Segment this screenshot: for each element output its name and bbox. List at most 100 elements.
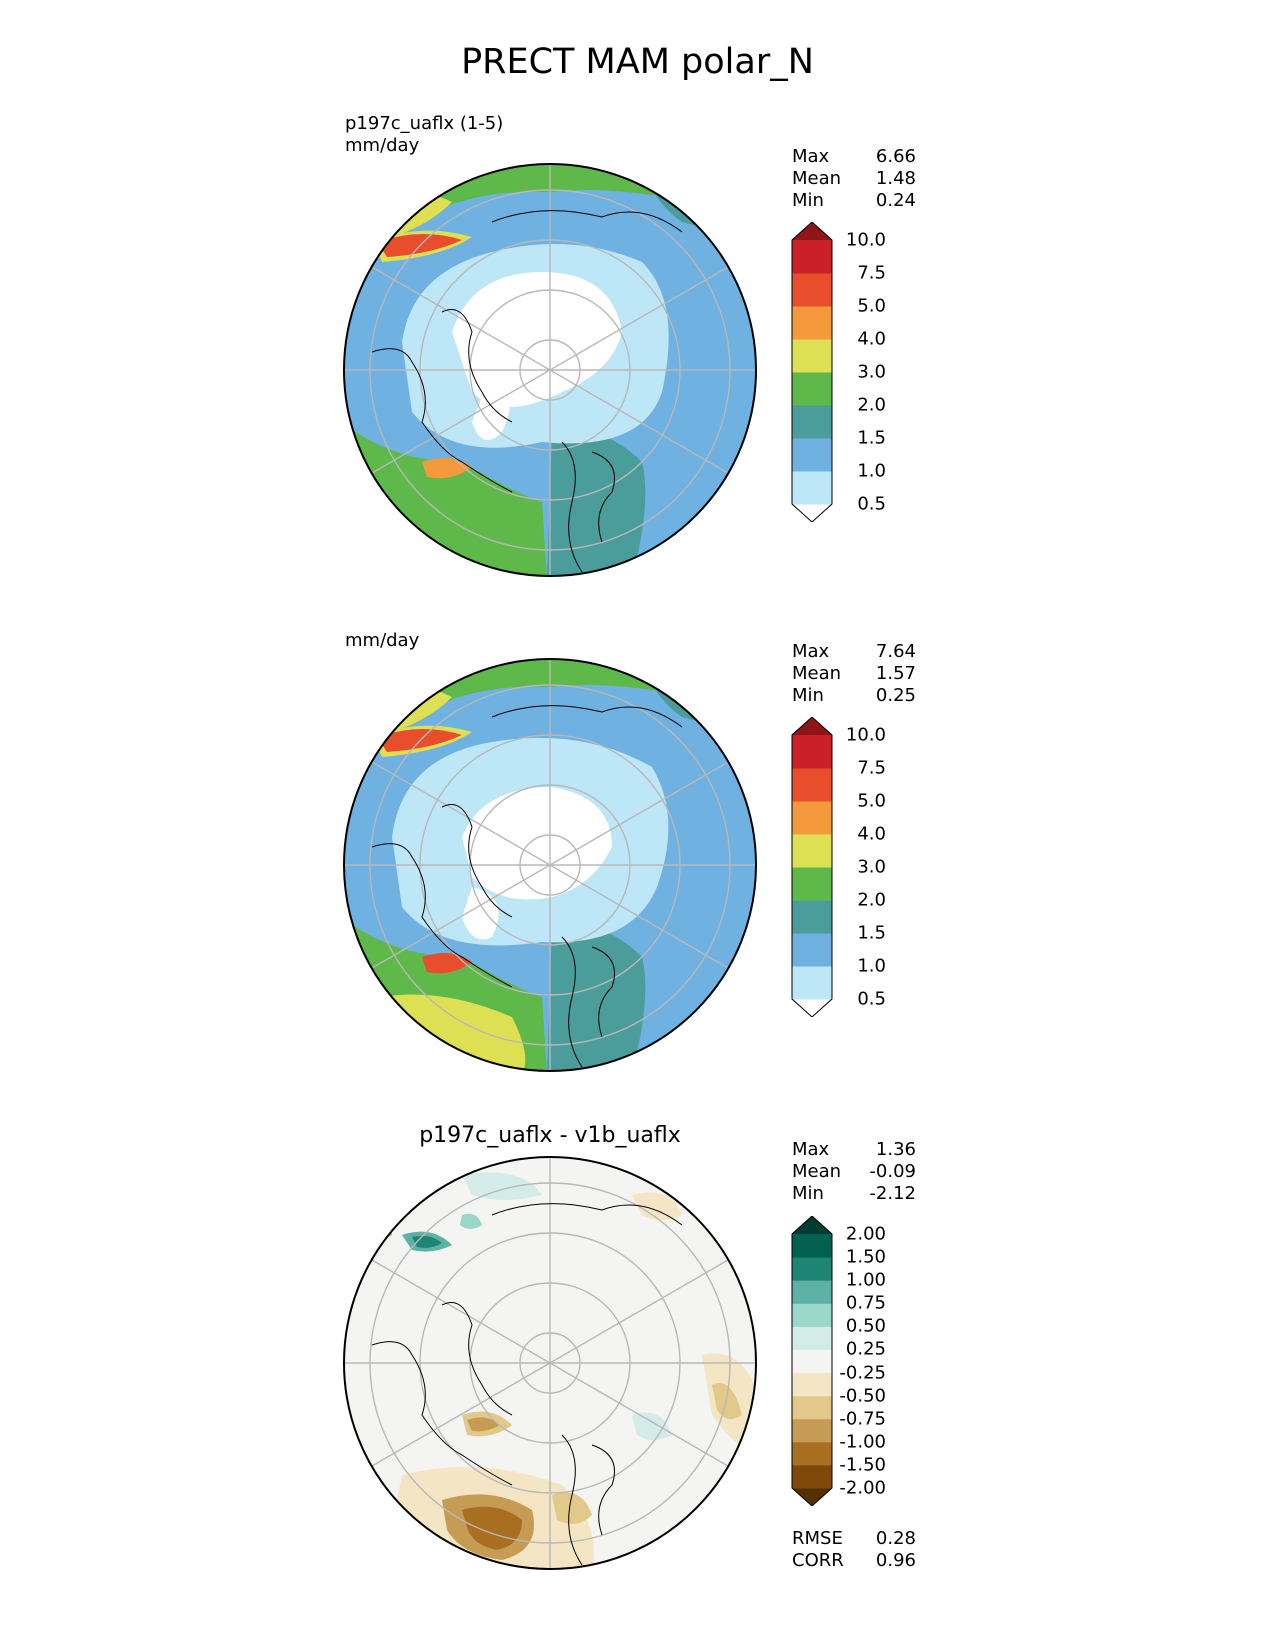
colorbar-outline [791, 717, 833, 1017]
panel2-stats: Max 7.64 Mean 1.57 Min 0.25 [792, 641, 916, 707]
colorbar-extend-min [792, 504, 832, 522]
panel2-graticule [344, 659, 756, 1071]
panel1-colorbar [791, 222, 833, 522]
panel2-stat-max: Max 7.64 [792, 641, 916, 662]
colorbar-extend-max [792, 717, 832, 735]
cb3-label-0: -2.00 [839, 1477, 886, 1499]
colorbar-swatch [792, 405, 832, 439]
panel2-field-arctic-white [462, 787, 612, 900]
colorbar-swatch [792, 1464, 832, 1489]
cb1-label-3: 2.0 [857, 394, 886, 416]
cb3-label-2: -1.00 [839, 1431, 886, 1453]
cb2-label-0: 0.5 [857, 988, 886, 1010]
colorbar-swatch [792, 372, 832, 406]
panel3-metrics: RMSE 0.28 CORR 0.96 [792, 1528, 916, 1572]
colorbar-swatch [792, 1257, 832, 1281]
panel1-stat-min: Min 0.24 [792, 190, 916, 211]
colorbar-swatch [792, 273, 832, 307]
colorbar-swatch [792, 834, 832, 868]
panel2-stat-mean: Mean 1.57 [792, 663, 916, 684]
colorbar-swatch [792, 900, 832, 934]
cb1-label-6: 5.0 [857, 295, 886, 317]
cb1-label-0: 0.5 [857, 493, 886, 515]
cb1-label-5: 4.0 [857, 328, 886, 350]
cb3-label-10: 1.50 [845, 1246, 886, 1268]
cb1-label-8: 10.0 [845, 229, 886, 251]
cb1-label-7: 7.5 [857, 262, 886, 284]
panel2-units: mm/day [345, 630, 420, 651]
panel1-units: mm/day [345, 135, 420, 156]
panel1-title: p197c_uaflx (1-5) mm/day [345, 113, 503, 157]
colorbar-swatch [792, 1280, 832, 1304]
panel1-field-europe-teal [547, 430, 646, 576]
cb3-label-6: 0.25 [845, 1338, 886, 1360]
panel2-stat-min: Min 0.25 [792, 685, 916, 706]
colorbar-outline [791, 1216, 833, 1506]
cb3-label-3: -0.75 [839, 1408, 886, 1430]
cb3-label-1: -1.50 [839, 1454, 886, 1476]
panel3-metric-rmse: RMSE 0.28 [792, 1528, 916, 1549]
colorbar-swatch [792, 966, 832, 1000]
panel3-stats: Max 1.36 Mean -0.09 Min -2.12 [792, 1139, 916, 1205]
colorbar-swatch [792, 1418, 832, 1443]
cb2-label-6: 5.0 [857, 790, 886, 812]
colorbar-extend-max [792, 222, 832, 240]
colorbar-extend-min [792, 999, 832, 1017]
panel3-colorbar-labels: -2.00 -1.50 -1.00 -0.75 -0.50 -0.25 0.25… [836, 1216, 886, 1506]
colorbar-swatch [792, 1234, 832, 1258]
cb2-label-4: 3.0 [857, 856, 886, 878]
panel2-polar-map [343, 658, 757, 1072]
cb1-label-1: 1.0 [857, 460, 886, 482]
colorbar-extend-min [792, 1488, 832, 1506]
colorbar-swatch [792, 1303, 832, 1327]
cb3-label-11: 2.00 [845, 1223, 886, 1245]
colorbar-swatch [792, 1395, 832, 1420]
figure-title: PRECT MAM polar_N [461, 42, 814, 82]
colorbar-swatch [792, 1349, 832, 1374]
panel1-stat-max: Max 6.66 [792, 146, 916, 167]
panel3-map-boundary [343, 1156, 757, 1570]
cb3-label-4: -0.50 [839, 1385, 886, 1407]
colorbar-outline [791, 222, 833, 522]
colorbar-swatch [792, 768, 832, 802]
cb3-label-5: -0.25 [839, 1362, 886, 1384]
panel1-polar-map [343, 163, 757, 577]
panel3-graticule [344, 1157, 756, 1569]
panel1-coastlines [371, 210, 683, 573]
cb2-label-8: 10.0 [845, 724, 886, 746]
panel3-stat-mean: Mean -0.09 [792, 1161, 916, 1182]
cb2-label-2: 1.5 [857, 922, 886, 944]
panel2-coastlines [371, 705, 683, 1068]
colorbar-swatch [792, 339, 832, 373]
colorbar-swatch [792, 867, 832, 901]
panel3-coastlines [371, 1203, 683, 1566]
panel3-stat-max: Max 1.36 [792, 1139, 916, 1160]
cb2-label-1: 1.0 [857, 955, 886, 977]
colorbar-swatch [792, 933, 832, 967]
panel3-polar-map [343, 1156, 757, 1570]
panel3-title: p197c_uaflx - v1b_uaflx [419, 1123, 681, 1148]
panel1-map-boundary [343, 163, 757, 577]
cb3-label-7: 0.50 [845, 1315, 886, 1337]
cb1-label-2: 1.5 [857, 427, 886, 449]
panel3-stat-min: Min -2.12 [792, 1183, 916, 1204]
panel2-colorbar [791, 717, 833, 1017]
colorbar-swatch [792, 735, 832, 769]
panel1-colorbar-labels: 0.5 1.0 1.5 2.0 3.0 4.0 5.0 7.5 10.0 [836, 222, 886, 522]
cb3-label-8: 0.75 [845, 1292, 886, 1314]
panel1-stats: Max 6.66 Mean 1.48 Min 0.24 [792, 146, 916, 212]
colorbar-extend-max [792, 1216, 832, 1234]
colorbar-swatch [792, 240, 832, 274]
cb2-label-3: 2.0 [857, 889, 886, 911]
cb2-label-7: 7.5 [857, 757, 886, 779]
cb1-label-4: 3.0 [857, 361, 886, 383]
panel3-colorbar [791, 1216, 833, 1506]
panel2-map-boundary [343, 658, 757, 1072]
panel1-model-name: p197c_uaflx (1-5) [345, 113, 504, 134]
panel3-field-negative-anomaly-west [352, 1203, 392, 1240]
colorbar-swatch [792, 1441, 832, 1466]
colorbar-swatch [792, 471, 832, 505]
cb3-label-9: 1.00 [845, 1269, 886, 1291]
panel3-metric-corr: CORR 0.96 [792, 1550, 916, 1571]
colorbar-swatch [792, 1326, 832, 1350]
